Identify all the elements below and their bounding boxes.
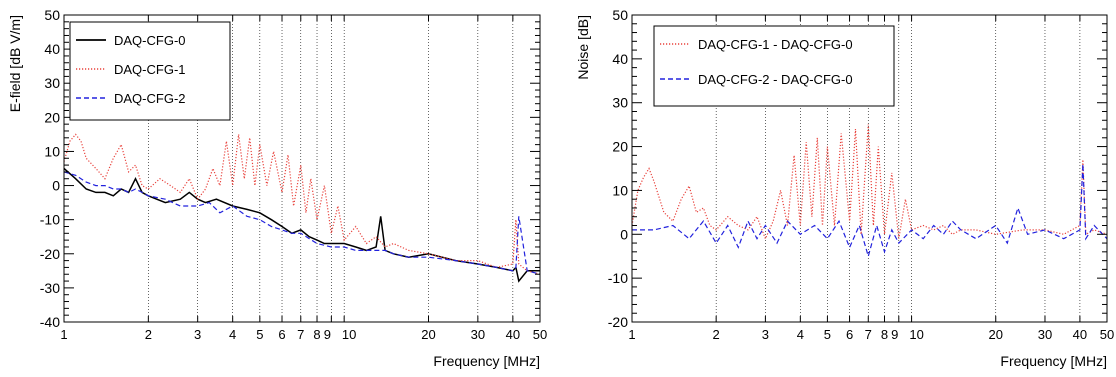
legend-label: DAQ-CFG-0 bbox=[114, 33, 186, 48]
y-tick-label: 40 bbox=[612, 51, 628, 67]
legend-box bbox=[653, 25, 895, 107]
efield-chart: 1 2 3 4 5 6 7 8 9 10 20 30 40 50 -40 -30 -20 -10 0 10 20 30 40… bbox=[7, 7, 547, 369]
x-tick-label: 40 bbox=[506, 327, 520, 342]
noise-chart: 1 2 3 4 5 6 7 8 9 10 20 30 40 50 -20 -10 0 10 20 30 40 50 Freq… bbox=[575, 7, 1114, 369]
x-tick-label: 10 bbox=[909, 327, 923, 342]
x-tick-label: 3 bbox=[194, 327, 201, 342]
x-tick-label: 20 bbox=[421, 327, 435, 342]
x-tick-label: 2 bbox=[713, 327, 720, 342]
x-tick-label: 20 bbox=[989, 327, 1003, 342]
legend-box bbox=[69, 21, 231, 121]
y-tick-label: -10 bbox=[40, 212, 60, 228]
x-tick-label: 10 bbox=[342, 327, 356, 342]
series-line-0 bbox=[632, 124, 1107, 241]
series-line-1 bbox=[64, 133, 540, 275]
x-tick-label: 1 bbox=[60, 327, 67, 342]
y-tick-label: 30 bbox=[44, 75, 60, 91]
x-tick-label: 6 bbox=[278, 327, 285, 342]
y-tick-label: 0 bbox=[52, 178, 60, 194]
x-tick-label: 1 bbox=[628, 327, 635, 342]
legend-label: DAQ-CFG-1 - DAQ-CFG-0 bbox=[698, 37, 853, 52]
series-line-0 bbox=[64, 167, 540, 283]
y-tick-label: -10 bbox=[608, 270, 628, 286]
x-tick-label: 4 bbox=[229, 327, 236, 342]
y-tick-label: 40 bbox=[44, 41, 60, 57]
x-tick-label: 3 bbox=[762, 327, 769, 342]
y-tick-label: 50 bbox=[612, 7, 628, 23]
x-tick-label: 7 bbox=[865, 327, 872, 342]
x-tick-label: 8 bbox=[313, 327, 320, 342]
x-tick-label: 9 bbox=[891, 327, 898, 342]
x-tick-label: 50 bbox=[1100, 327, 1114, 342]
series-line-2 bbox=[64, 171, 540, 275]
y-tick-label: -20 bbox=[40, 246, 60, 262]
y-tick-label: 20 bbox=[44, 109, 60, 125]
series-line-1 bbox=[632, 164, 1107, 259]
y-tick-label: -40 bbox=[40, 314, 60, 330]
plot-frame bbox=[63, 14, 541, 323]
y-tick-label: -20 bbox=[608, 314, 628, 330]
x-axis-title: Frequency [MHz] bbox=[433, 353, 540, 369]
y-axis-title: Noise [dB] bbox=[575, 15, 591, 80]
legend-label: DAQ-CFG-1 bbox=[114, 62, 186, 77]
legend-label: DAQ-CFG-2 - DAQ-CFG-0 bbox=[698, 72, 853, 87]
y-axis-title: E-field [dB V/m] bbox=[7, 15, 23, 112]
x-tick-label: 2 bbox=[145, 327, 152, 342]
plot-frame bbox=[631, 14, 1108, 323]
x-tick-label: 7 bbox=[297, 327, 304, 342]
y-tick-label: 50 bbox=[44, 7, 60, 23]
y-tick-label: 10 bbox=[44, 143, 60, 159]
y-tick-label: -30 bbox=[40, 280, 60, 296]
legend-label: DAQ-CFG-2 bbox=[114, 91, 186, 106]
y-tick-label: 10 bbox=[612, 182, 628, 198]
x-tick-label: 8 bbox=[881, 327, 888, 342]
x-tick-label: 50 bbox=[533, 327, 547, 342]
y-tick-label: 30 bbox=[612, 95, 628, 111]
x-tick-label: 5 bbox=[824, 327, 831, 342]
x-tick-label: 6 bbox=[846, 327, 853, 342]
y-tick-label: 20 bbox=[612, 139, 628, 155]
x-axis-title: Frequency [MHz] bbox=[1000, 353, 1107, 369]
x-tick-label: 4 bbox=[797, 327, 804, 342]
x-tick-label: 9 bbox=[324, 327, 331, 342]
x-tick-label: 30 bbox=[1038, 327, 1052, 342]
x-tick-label: 30 bbox=[471, 327, 485, 342]
x-tick-label: 40 bbox=[1073, 327, 1087, 342]
x-tick-label: 5 bbox=[256, 327, 263, 342]
y-tick-label: 0 bbox=[620, 226, 628, 242]
